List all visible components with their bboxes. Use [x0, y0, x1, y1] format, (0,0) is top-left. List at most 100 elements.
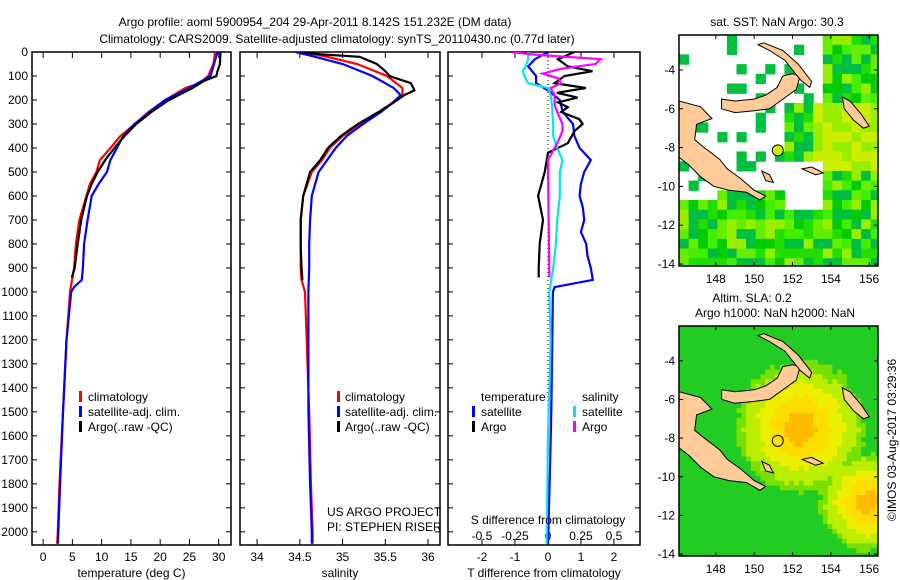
legend-swatch-climatology — [79, 391, 82, 402]
x-tick-label: 20 — [153, 550, 167, 564]
y-tick-label: 1500 — [1, 405, 28, 419]
lat-tick-label: -8 — [664, 431, 675, 445]
legend-label: Argo(..raw -QC) — [88, 420, 173, 434]
map-frame — [678, 325, 879, 557]
lat-tick-label: -12 — [658, 218, 676, 232]
lon-tick-label: 148 — [706, 272, 726, 286]
x-tick-label: 10 — [95, 550, 109, 564]
x-tick-label: -1 — [510, 550, 521, 564]
legend-heading-temperature: temperature — [481, 390, 546, 404]
y-tick-label: 1100 — [2, 309, 28, 323]
y-tick-label: 200 — [8, 93, 28, 107]
salinity-legend: climatology satellite-adj. clim. Argo(..… — [337, 390, 437, 434]
project-credit: US ARGO PROJECT — [327, 505, 442, 519]
pi-credit: PI: STEPHEN RISER — [327, 520, 442, 534]
series-climatology — [299, 52, 404, 544]
plot-frame — [447, 51, 641, 546]
lon-tick-label: 148 — [706, 562, 726, 576]
land-polygon — [800, 456, 825, 466]
figure-title-line2: Climatology: CARS2009. Satellite-adjuste… — [99, 32, 574, 46]
land-polygon — [800, 166, 825, 176]
legend-label: satellite-adj. clim. — [345, 405, 437, 419]
legend-swatch-s-satellite — [573, 406, 576, 417]
maps: -4 -6 -8 -10 -12 -14 148 150 152 154 156 sat. SST: … — [658, 15, 880, 576]
lat-tick-label: -10 — [658, 179, 676, 193]
s-tick-label: -0.25 — [501, 529, 529, 543]
y-tick-label: 1700 — [1, 453, 28, 467]
lon-tick-label: 156 — [859, 272, 879, 286]
y-tick-label: 300 — [8, 117, 28, 131]
x-tick-label: 5 — [69, 550, 76, 564]
x-tick-label: 34 — [250, 550, 264, 564]
copyright-timestamp: ©IMOS 03-Aug-2017 03:29:36 — [885, 359, 899, 522]
series-satellite-adj-clim- — [56, 52, 219, 544]
x-axis-label: T difference from climatology — [467, 566, 621, 580]
s-difference-axis-label: S difference from climatology — [471, 513, 626, 527]
y-tick-label: 0 — [21, 45, 28, 59]
y-tick-label: 1800 — [1, 477, 28, 491]
lat-tick-label: -4 — [664, 63, 675, 77]
legend-label: Argo — [481, 420, 507, 434]
legend-label: climatology — [88, 390, 148, 404]
series-temperature-argo — [536, 52, 593, 278]
lat-tick-label: -14 — [658, 257, 676, 271]
x-tick-label: 15 — [124, 550, 138, 564]
x-tick-label: 1 — [578, 550, 585, 564]
lon-tick-label: 154 — [821, 272, 841, 286]
argo-float-marker[interactable] — [771, 434, 784, 447]
x-tick-label: -2 — [477, 550, 488, 564]
legend-label: climatology — [345, 390, 405, 404]
legend-label: Argo(..raw -QC) — [345, 420, 430, 434]
map-title: sat. SST: NaN Argo: 30.3 — [710, 15, 844, 29]
x-tick-label: 30 — [212, 550, 226, 564]
s-tick-label: 0.25 — [569, 529, 593, 543]
land-polygon — [841, 386, 870, 420]
x-tick-label: 35 — [336, 550, 350, 564]
land-polygon — [760, 169, 775, 184]
y-tick-label: 400 — [8, 141, 28, 155]
map-field — [679, 326, 878, 556]
y-tick-label: 900 — [8, 261, 28, 275]
map-sst: -4 -6 -8 -10 -12 -14 148 150 152 154 156 sat. SST: … — [658, 15, 880, 286]
lat-tick-label: -14 — [658, 547, 676, 561]
y-tick-label: 1900 — [1, 501, 28, 515]
land-polygon — [841, 96, 870, 129]
y-tick-label: 1400 — [1, 381, 28, 395]
x-tick-label: 25 — [183, 550, 197, 564]
legend-swatch-argo — [79, 421, 82, 432]
x-tick-label: 0 — [545, 550, 552, 564]
lon-tick-label: 150 — [744, 562, 764, 576]
plot-frame — [239, 51, 441, 546]
lat-tick-label: -10 — [658, 470, 676, 484]
figure-title-line1: Argo profile: aoml 5900954_204 29-Apr-20… — [119, 15, 512, 29]
legend-swatch-satellite — [337, 406, 340, 417]
legend-swatch-s-argo — [573, 421, 576, 432]
x-tick-label: 34.5 — [288, 550, 312, 564]
s-tick-label: 0.5 — [606, 529, 623, 543]
x-tick-label: 35.5 — [374, 550, 398, 564]
land-polygon — [760, 460, 775, 474]
lon-tick-label: 152 — [782, 272, 802, 286]
x-tick-label: 36 — [421, 550, 435, 564]
y-tick-label: 700 — [8, 213, 28, 227]
x-tick-label: 2 — [611, 550, 618, 564]
argo-float-marker[interactable] — [771, 144, 784, 157]
y-tick-label: 1200 — [1, 333, 28, 347]
plot-frame — [31, 51, 232, 546]
land-polygon — [679, 100, 767, 201]
legend-swatch-argo — [337, 421, 340, 432]
difference-legend: temperature salinity satellite Argo sate… — [472, 390, 623, 434]
legend-swatch-satellite — [79, 406, 82, 417]
lon-tick-label: 152 — [782, 562, 802, 576]
legend-label: satellite — [582, 405, 623, 419]
series-salinity-satellite — [521, 52, 564, 544]
series-argo-raw-qc- — [299, 52, 416, 280]
x-axis-label: temperature (deg C) — [77, 566, 185, 580]
series-salinity-argo — [512, 52, 604, 278]
land-polygon — [679, 391, 767, 491]
panel-temperature: 0 5 10 15 20 25 300100200300400500600700800900… — [1, 45, 232, 580]
legend-label: satellite-adj. clim. — [88, 405, 180, 419]
x-axis-label: salinity — [322, 566, 359, 580]
lat-tick-label: -6 — [664, 102, 675, 116]
